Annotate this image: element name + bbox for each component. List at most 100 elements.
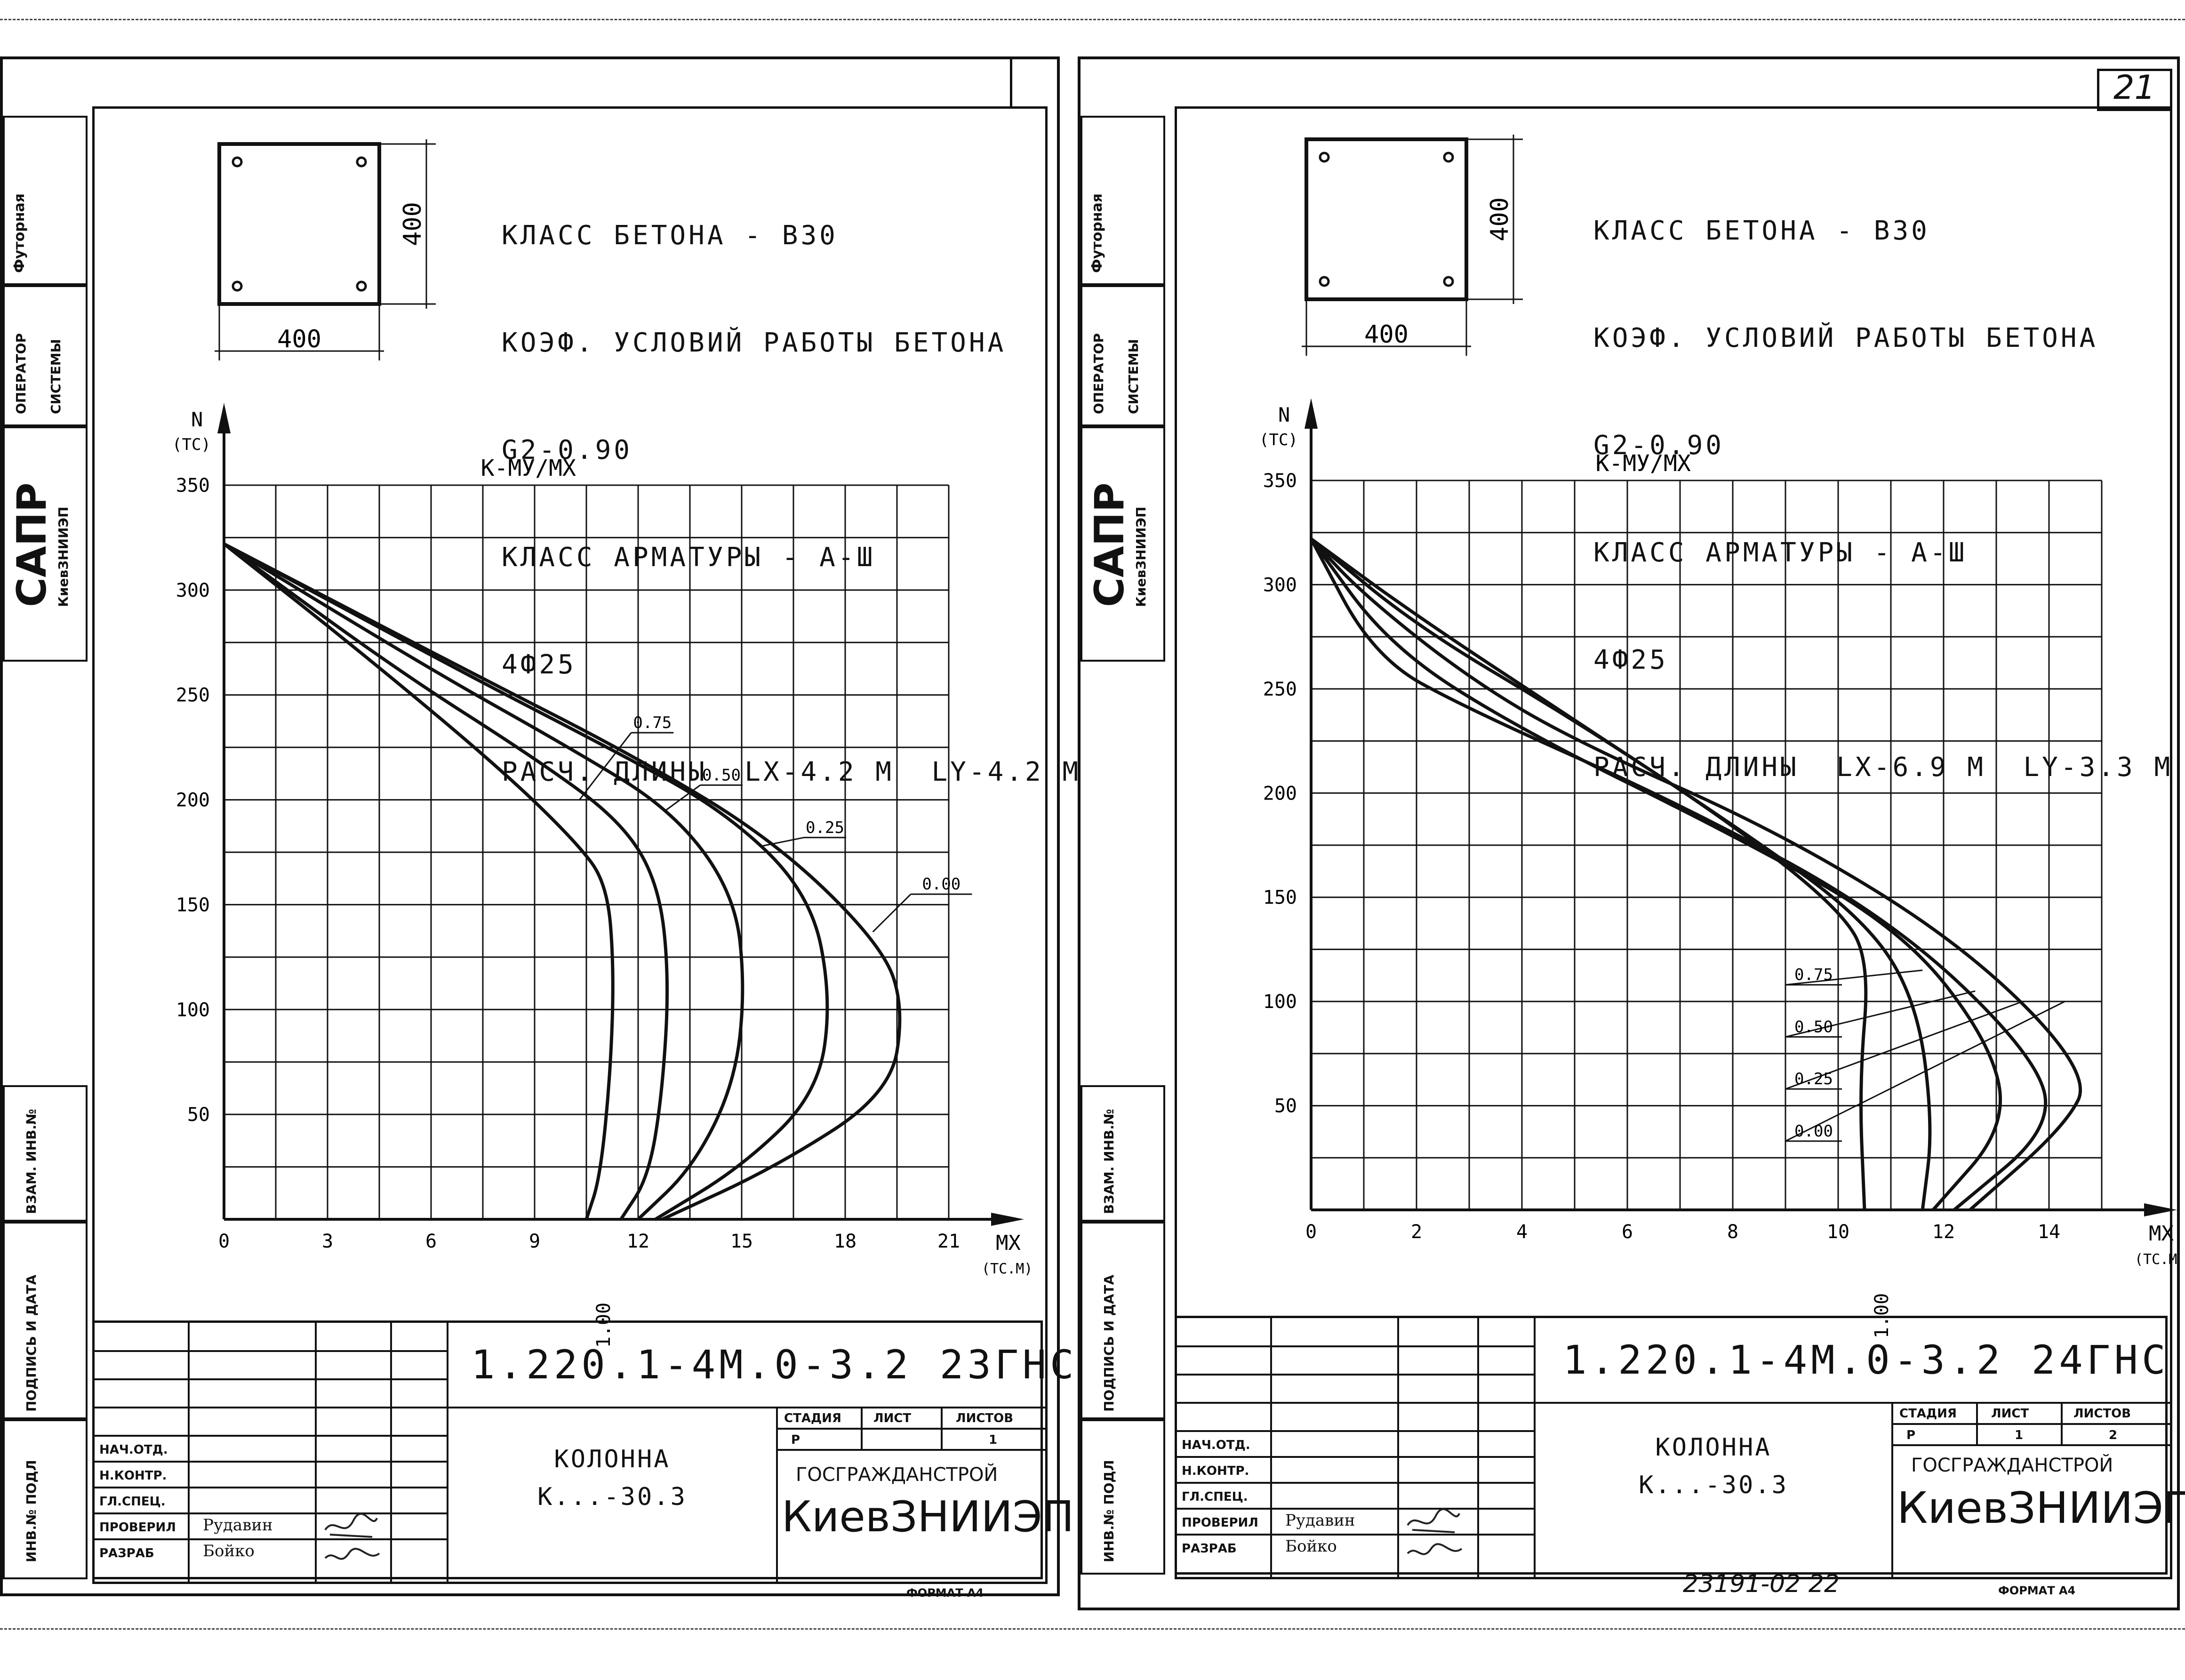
role-label: ПРОВЕРИЛ bbox=[99, 1520, 176, 1535]
y-tick-label: 50 bbox=[187, 1104, 210, 1126]
drawing-code: 1.220.1-4М.0-3.2 24ГНС bbox=[1563, 1337, 2169, 1383]
y-tick-label: 200 bbox=[176, 790, 210, 811]
bottom-edge-line bbox=[0, 1628, 2185, 1630]
chart-title: К-МУ/МХ bbox=[1595, 450, 1690, 477]
archive-stamp: 23191-02 22 bbox=[1683, 1570, 1840, 1598]
y-axis-arrow bbox=[1305, 398, 1318, 429]
x-tick-label: 12 bbox=[627, 1231, 649, 1252]
page-number-box: 21 bbox=[2097, 68, 2172, 111]
spec-block: КЛАСС БЕТОНА - В30 КОЭФ. УСЛОВИЙ РАБОТЫ … bbox=[1593, 142, 2173, 857]
series-line-0-75 bbox=[223, 542, 669, 1220]
y-axis-unit: (ТС) bbox=[1259, 431, 1298, 449]
series-line-0-75 bbox=[1310, 537, 1932, 1210]
interaction-chart: 0 3 6 9 12 15 18 21 50 100 150 200 250 300 350 N (ТС) МХ (… bbox=[172, 403, 1032, 1348]
y-tick-label: 350 bbox=[176, 475, 210, 496]
strip-podpis-cell: ПОДПИСЬ И ДАТА bbox=[3, 1222, 88, 1419]
title-block: 1.220.1-4М.0-3.2 23ГНС КОЛОННА К...-30.3… bbox=[92, 1320, 1074, 1582]
spec-line: РАСЧ. ДЛИНЫ LX-6.9 М LY-3.3 М bbox=[1593, 752, 2173, 783]
strip-vzam-cell: ВЗАМ. ИНВ.№ bbox=[1080, 1085, 1165, 1222]
strip-vzam-cell: ВЗАМ. ИНВ.№ bbox=[3, 1085, 88, 1222]
series-label: 1.00 bbox=[593, 1303, 615, 1348]
org-line2: КиевЗНИИЭП bbox=[1897, 1483, 2185, 1533]
stage-value: Р bbox=[1906, 1428, 1916, 1442]
sheet-header: ЛИСТ bbox=[1991, 1407, 2029, 1421]
role-label: РАЗРАБ bbox=[1182, 1542, 1237, 1556]
strip-operator-cell: ОПЕРАТОР СИСТЕМЫ bbox=[3, 285, 88, 426]
spec-line: КЛАСС БЕТОНА - В30 bbox=[502, 220, 838, 251]
spec-line: КЛАСС БЕТОНА - В30 bbox=[1593, 216, 1930, 246]
role-label: НАЧ.ОТД. bbox=[1182, 1438, 1250, 1452]
corner-box bbox=[1010, 59, 1045, 106]
y-tick-label: 250 bbox=[1263, 679, 1297, 700]
series-line-0-25 bbox=[223, 542, 829, 1221]
spec-block: КЛАСС БЕТОНА - В30 КОЭФ. УСЛОВИЙ РАБОТЫ … bbox=[502, 146, 1081, 862]
y-tick-label: 300 bbox=[176, 580, 210, 601]
role-label: НАЧ.ОТД. bbox=[99, 1443, 168, 1457]
series-label-leader bbox=[872, 894, 912, 933]
x-axis-arrow bbox=[2144, 1203, 2177, 1216]
title-block-grid bbox=[95, 1323, 1045, 1582]
stage-header: СТАДИЯ bbox=[784, 1411, 841, 1425]
strip-sapr-cell: САПР КиевЗНИИЭП bbox=[1080, 426, 1165, 662]
x-tick-label: 6 bbox=[1622, 1221, 1633, 1243]
strip-podpis-cell: ПОДПИСЬ И ДАТА bbox=[1080, 1222, 1165, 1419]
x-tick-label: 0 bbox=[1305, 1221, 1317, 1243]
sheets-value: 1 bbox=[989, 1433, 998, 1447]
signature-marks bbox=[1407, 1508, 1463, 1555]
org-line1: ГОСГРАЖДАНСТРОЙ bbox=[796, 1464, 998, 1486]
role-label: ПРОВЕРИЛ bbox=[1182, 1516, 1258, 1530]
spec-line: КОЭФ. УСЛОВИЙ РАБОТЫ БЕТОНА bbox=[502, 328, 1007, 358]
series-label-leader bbox=[762, 837, 804, 847]
org-line2: КиевЗНИИЭП bbox=[782, 1492, 1074, 1542]
page-number: 21 bbox=[2113, 68, 2156, 107]
x-tick-label: 4 bbox=[1516, 1221, 1528, 1243]
y-tick-label: 150 bbox=[176, 894, 210, 916]
x-tick-label: 12 bbox=[1932, 1221, 1955, 1243]
spec-line: 4Ф25 bbox=[1593, 645, 1668, 675]
column-section-drawing: 400 400 bbox=[215, 139, 436, 360]
inner-frame bbox=[1175, 106, 2172, 1579]
series-label: 0.50 bbox=[1794, 1017, 1833, 1036]
y-tick-label: 100 bbox=[176, 999, 210, 1021]
strip-inv-cell: ИНВ.№ ПОДЛ bbox=[1080, 1419, 1165, 1575]
x-axis-label: МХ bbox=[2149, 1222, 2174, 1246]
series-label-leader bbox=[579, 732, 632, 800]
section-height-label: 400 bbox=[399, 202, 427, 246]
x-tick-label: 3 bbox=[322, 1231, 333, 1252]
checker-name: Рудавин bbox=[1285, 1511, 1355, 1530]
series-line-0-50 bbox=[1310, 537, 2002, 1211]
item-mark: К...-30.3 bbox=[537, 1483, 687, 1511]
format-label: ФОРМАТ А4 bbox=[1998, 1584, 2076, 1597]
x-tick-label: 15 bbox=[730, 1231, 753, 1252]
x-tick-label: 0 bbox=[218, 1231, 230, 1252]
inner-frame bbox=[92, 106, 1048, 1584]
x-axis-unit: (ТС.М) bbox=[982, 1261, 1032, 1277]
sheet-value: 1 bbox=[2015, 1428, 2024, 1442]
spec-line: G2-0.90 bbox=[1593, 430, 1725, 461]
series-label-leader bbox=[1785, 1000, 2023, 1090]
strip-futornaya-cell: Футорная bbox=[1080, 116, 1165, 285]
x-tick-label: 6 bbox=[425, 1231, 437, 1252]
x-tick-label: 18 bbox=[834, 1231, 856, 1252]
series-line-0-00 bbox=[223, 542, 902, 1221]
series-label-leader bbox=[665, 784, 701, 811]
strip-futornaya-cell: Футорная bbox=[3, 116, 88, 285]
side-strip: Футорная ОПЕРАТОР СИСТЕМЫ САПР КиевЗНИИЭ… bbox=[3, 59, 92, 1593]
sheet-header: ЛИСТ bbox=[873, 1411, 912, 1425]
series-label: 0.75 bbox=[1794, 966, 1833, 984]
y-tick-label: 350 bbox=[1263, 470, 1297, 492]
spec-line: КОЭФ. УСЛОВИЙ РАБОТЫ БЕТОНА bbox=[1593, 323, 2098, 353]
item-mark: К...-30.3 bbox=[1639, 1471, 1788, 1499]
series-line-0-25 bbox=[1309, 538, 2048, 1211]
strip-sapr-cell: САПР КиевЗНИИЭП bbox=[3, 426, 88, 662]
role-label: РАЗРАБ bbox=[99, 1546, 154, 1560]
y-axis-label: N bbox=[191, 408, 203, 431]
x-tick-label: 2 bbox=[1411, 1221, 1422, 1243]
y-axis-arrow bbox=[217, 403, 231, 433]
x-tick-label: 9 bbox=[529, 1231, 540, 1252]
sheets-value: 2 bbox=[2109, 1428, 2118, 1442]
y-tick-label: 100 bbox=[1263, 991, 1297, 1013]
x-tick-label: 10 bbox=[1827, 1221, 1849, 1243]
series-line-1-00 bbox=[1310, 537, 1868, 1210]
spec-line: КЛАСС АРМАТУРЫ - А-Ш bbox=[1593, 537, 1968, 568]
